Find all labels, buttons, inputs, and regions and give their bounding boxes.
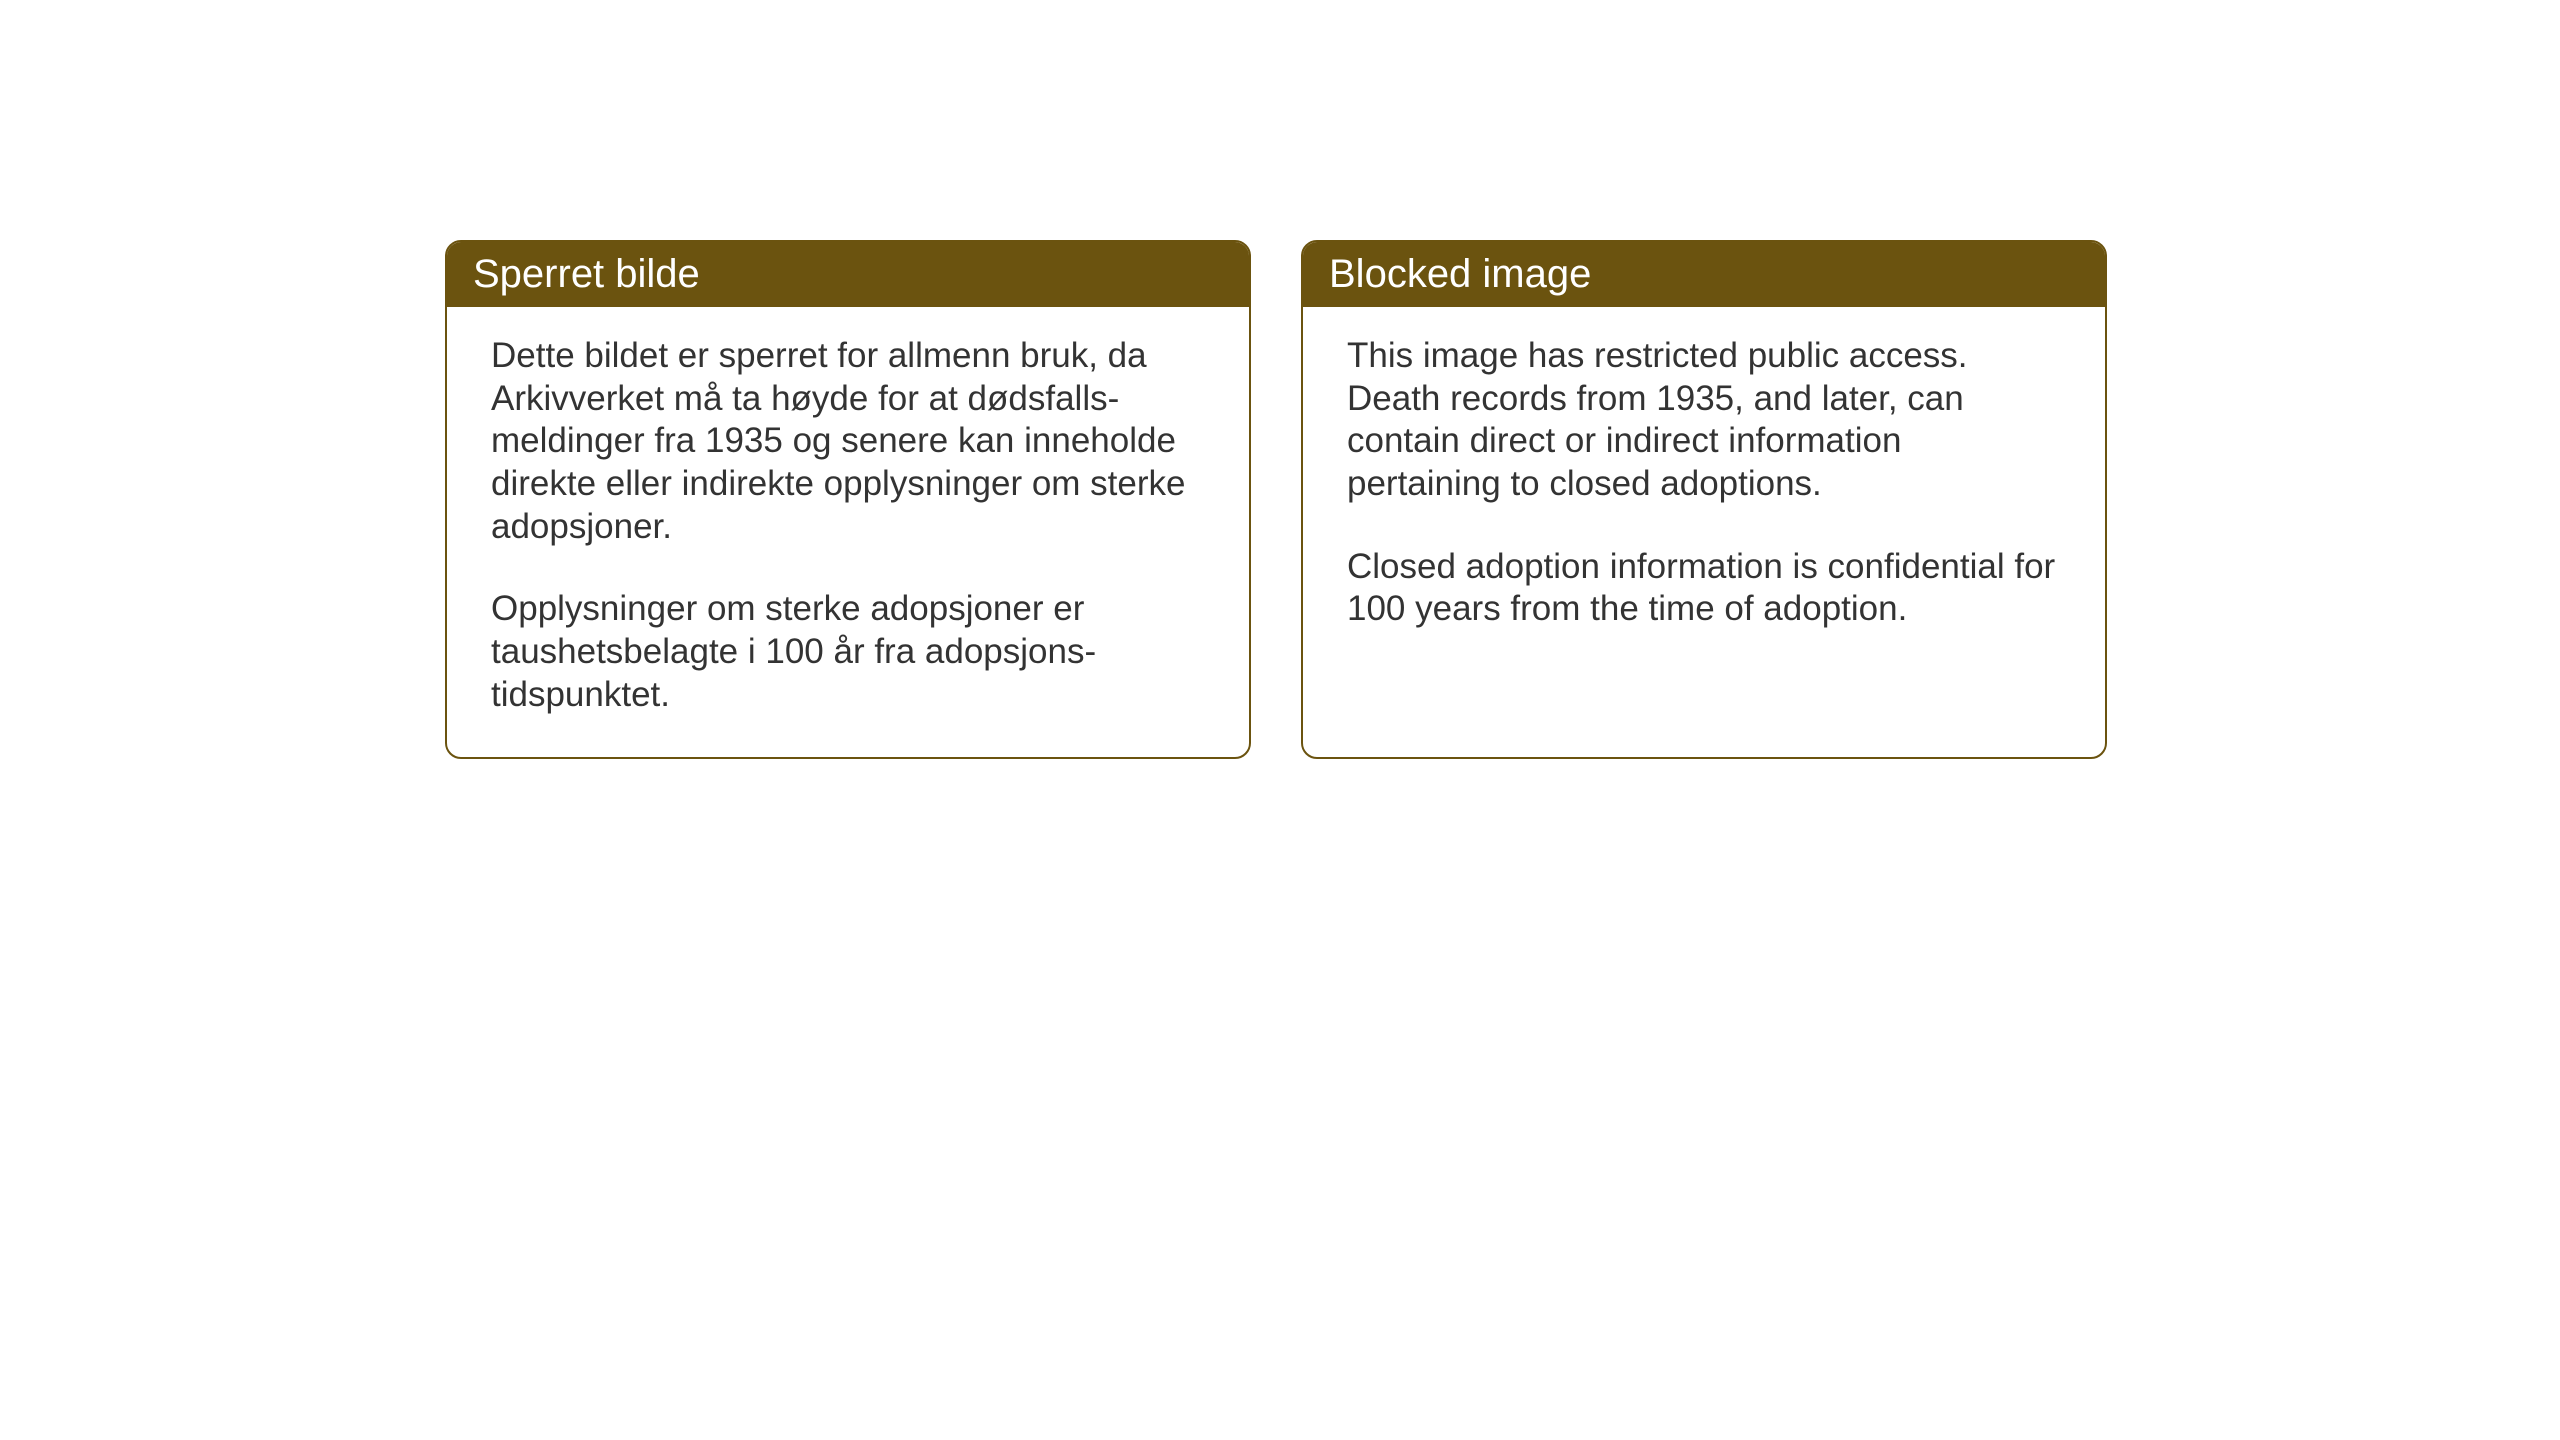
- card-paragraph-2-norwegian: Opplysninger om sterke adopsjoner er tau…: [491, 588, 1205, 716]
- card-title-norwegian: Sperret bilde: [473, 252, 700, 296]
- card-paragraph-1-norwegian: Dette bildet er sperret for allmenn bruk…: [491, 335, 1205, 548]
- card-body-norwegian: Dette bildet er sperret for allmenn bruk…: [447, 307, 1249, 757]
- card-header-english: Blocked image: [1303, 242, 2105, 307]
- notice-card-english: Blocked image This image has restricted …: [1301, 240, 2107, 759]
- card-paragraph-1-english: This image has restricted public access.…: [1347, 335, 2061, 506]
- card-header-norwegian: Sperret bilde: [447, 242, 1249, 307]
- notice-card-norwegian: Sperret bilde Dette bildet er sperret fo…: [445, 240, 1251, 759]
- card-body-english: This image has restricted public access.…: [1303, 307, 2105, 742]
- card-title-english: Blocked image: [1329, 252, 1591, 296]
- notice-cards-container: Sperret bilde Dette bildet er sperret fo…: [445, 240, 2107, 759]
- card-paragraph-2-english: Closed adoption information is confident…: [1347, 546, 2061, 631]
